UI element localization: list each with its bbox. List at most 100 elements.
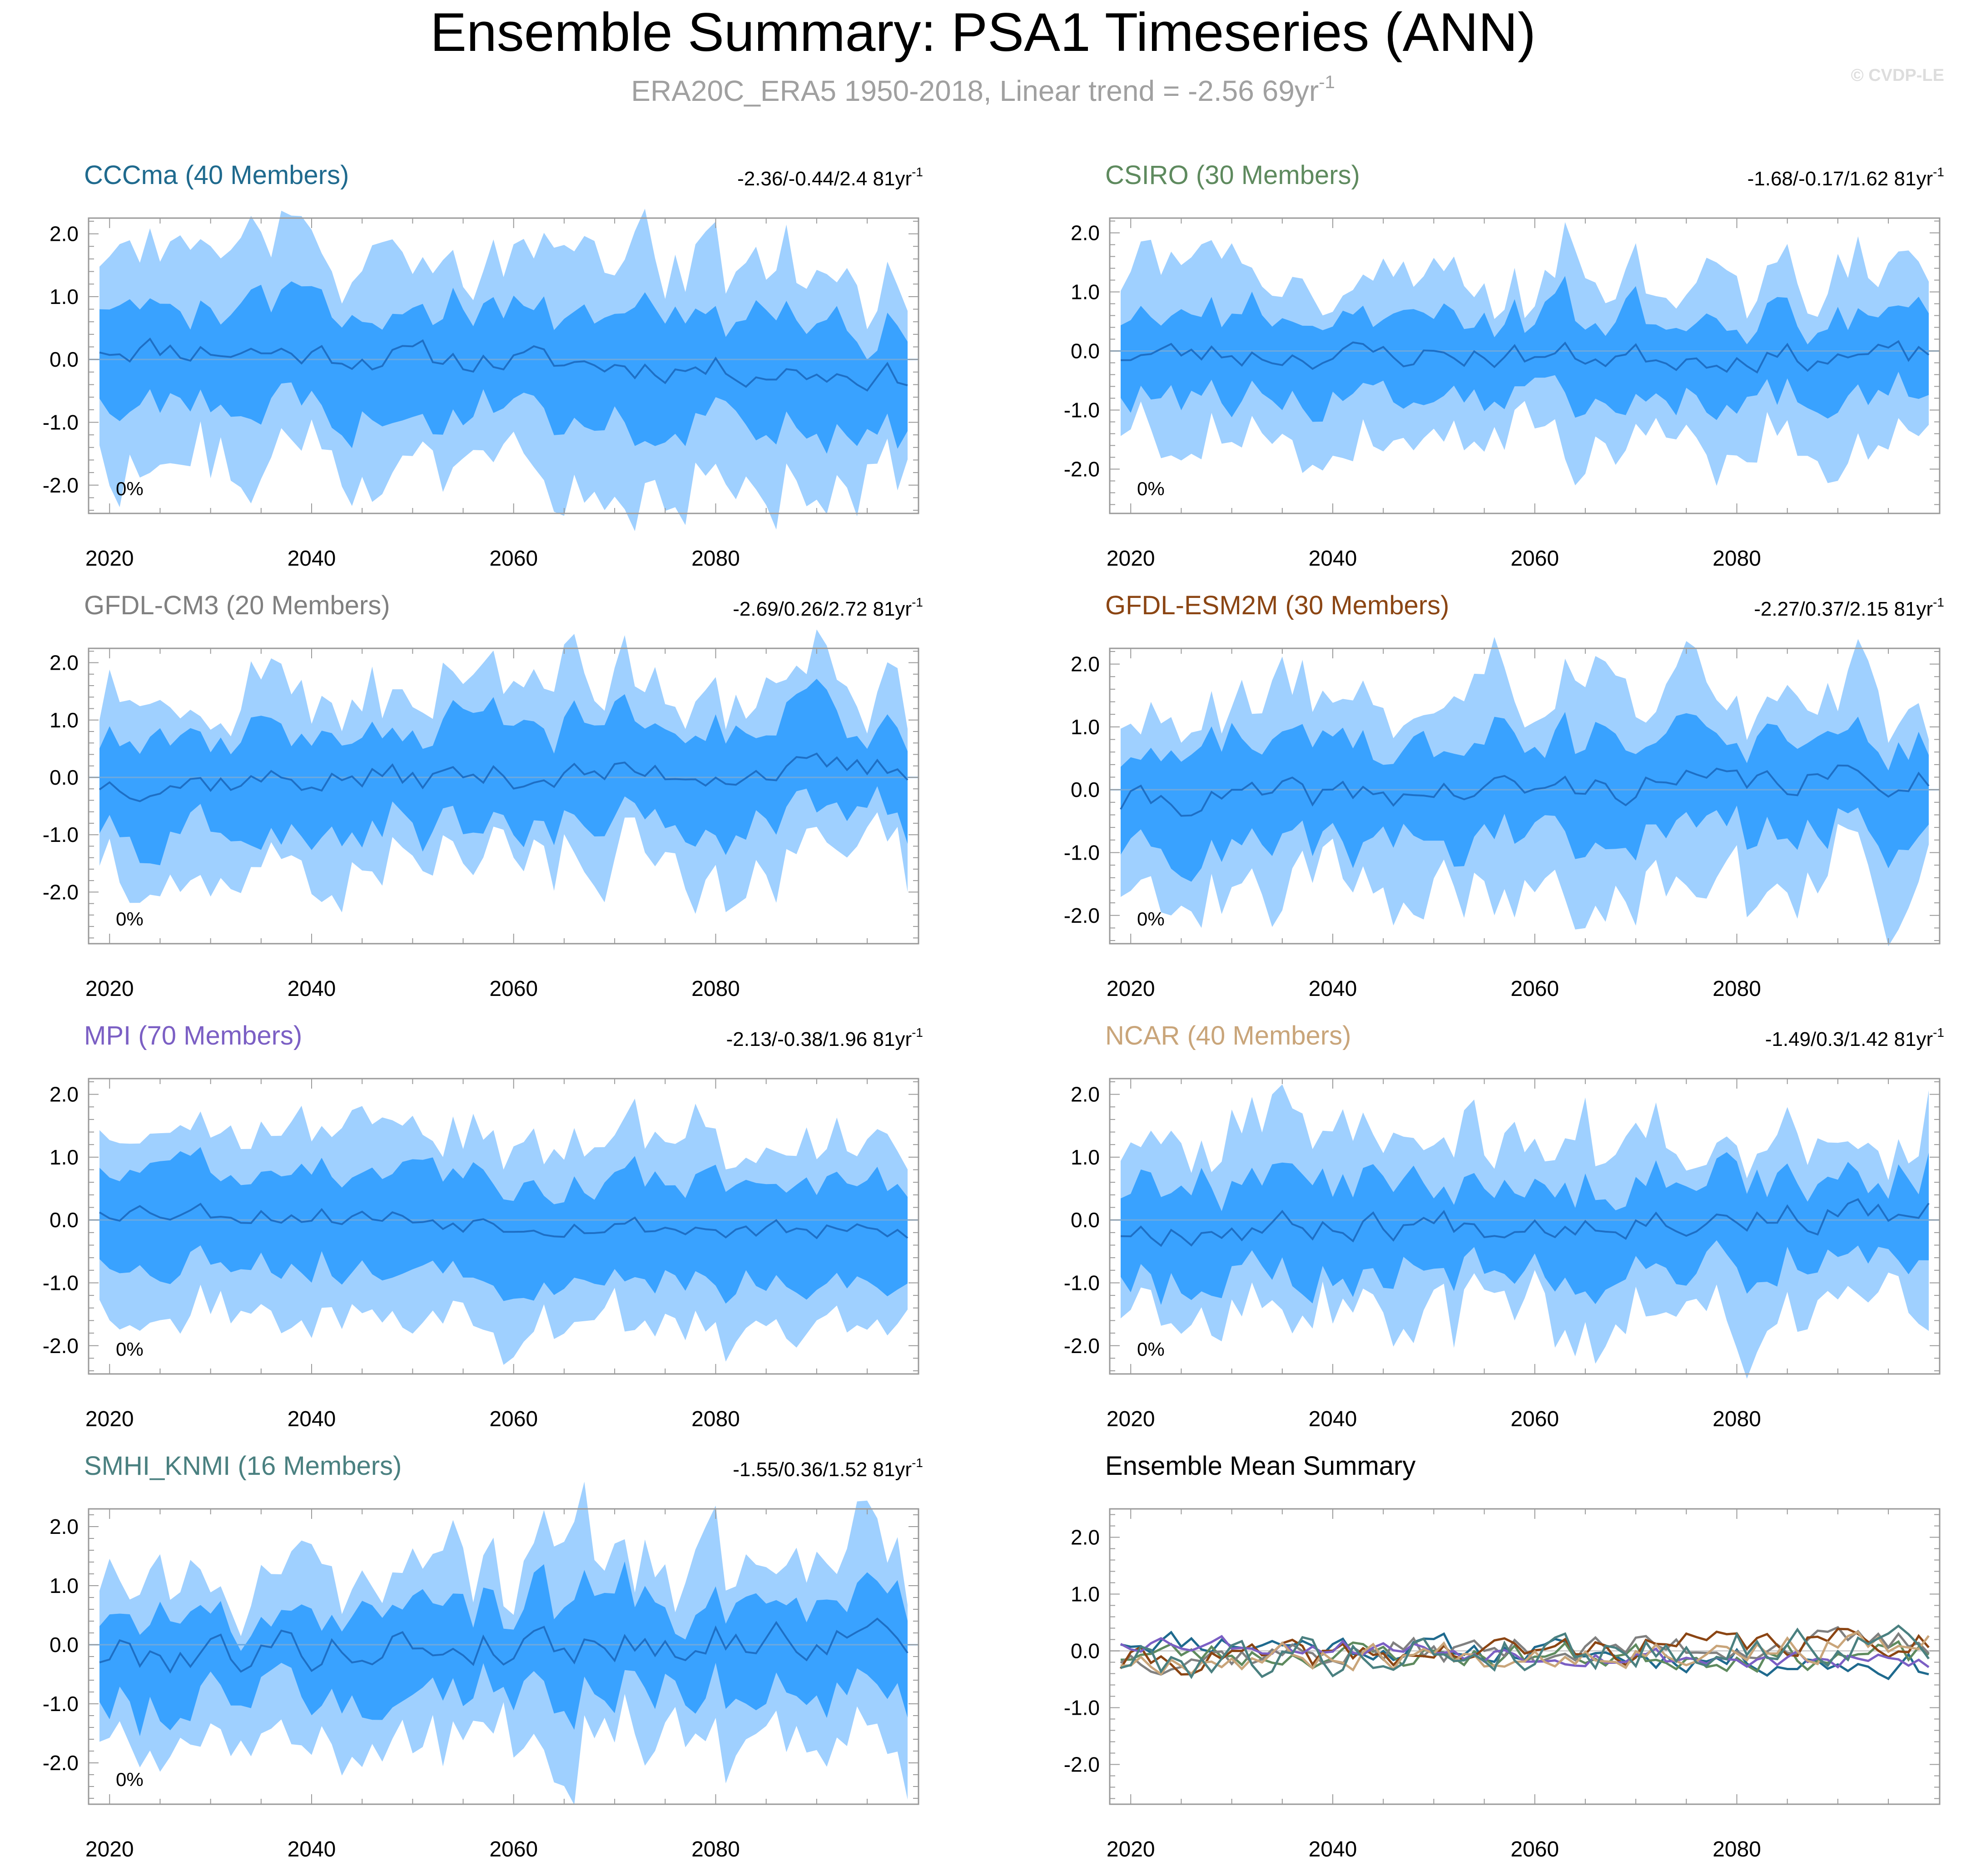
panel-trend-label: -2.36/-0.44/2.4 81yr-1: [737, 165, 923, 190]
x-tick-label: 2020: [85, 977, 134, 1001]
figure-title: Ensemble Summary: PSA1 Timeseries (ANN): [430, 2, 1536, 63]
x-tick-label: 2020: [1107, 547, 1155, 571]
chart-panel: CCCma (40 Members) -2.36/-0.44/2.4 81yr-1…: [43, 160, 923, 571]
panel-title: MPI (70 Members): [84, 1021, 302, 1050]
panel-title: GFDL-ESM2M (30 Members): [1105, 591, 1449, 620]
y-tick-label: -2.0: [1064, 458, 1100, 481]
inner-range-band: [99, 679, 908, 866]
x-tick-label: 2060: [489, 977, 538, 1001]
panel-title: NCAR (40 Members): [1105, 1021, 1351, 1050]
y-tick-label: 0.0: [1071, 1639, 1100, 1663]
copyright-label: © CVDP-LE: [1851, 66, 1944, 85]
percent-label: 0%: [116, 1339, 144, 1360]
x-tick-label: 2080: [1713, 547, 1761, 571]
y-tick-label: 1.0: [50, 285, 79, 309]
y-tick-label: 2.0: [1071, 652, 1100, 676]
inner-range-band: [1121, 712, 1929, 882]
y-tick-label: 1.0: [1071, 715, 1100, 739]
y-tick-label: -1.0: [43, 1692, 79, 1716]
inner-range-band: [1121, 1152, 1929, 1305]
chart-panel: GFDL-ESM2M (30 Members) -2.27/0.37/2.15 8…: [1064, 591, 1944, 1001]
y-tick-label: -2.0: [43, 1334, 79, 1358]
y-tick-label: -2.0: [43, 473, 79, 497]
plot-frame: [1109, 1508, 1941, 1805]
x-tick-label: 2080: [691, 1407, 740, 1431]
y-tick-label: 0.0: [50, 766, 79, 789]
percent-label: 0%: [116, 478, 144, 499]
y-tick-label: 2.0: [50, 651, 79, 675]
y-tick-label: 0.0: [1071, 339, 1100, 363]
ensemble-mean-line: [1120, 764, 1930, 817]
x-tick-label: 2040: [1309, 1837, 1357, 1861]
x-tick-label: 2020: [1107, 1407, 1155, 1431]
plot-frame: [1109, 1078, 1941, 1375]
panels-grid: CCCma (40 Members) -2.36/-0.44/2.4 81yr-1…: [43, 160, 1944, 1861]
x-tick-label: 2080: [1713, 1837, 1761, 1861]
y-tick-label: 2.0: [50, 1083, 79, 1106]
y-tick-label: -1.0: [43, 410, 79, 434]
panel-trend-label: -1.68/-0.17/1.62 81yr-1: [1748, 165, 1944, 190]
y-tick-label: -2.0: [1064, 1334, 1100, 1358]
ensemble-mean-line: [99, 752, 909, 802]
y-tick-label: -1.0: [1064, 841, 1100, 864]
x-tick-label: 2020: [85, 1837, 134, 1861]
plot-frame: [1109, 217, 1941, 514]
panel-title: SMHI_KNMI (16 Members): [84, 1451, 402, 1481]
x-tick-label: 2040: [288, 547, 336, 571]
panel-trend-label: -1.55/0.36/1.52 81yr-1: [733, 1456, 923, 1481]
percent-label: 0%: [116, 908, 144, 930]
inner-range-band: [99, 1561, 908, 1737]
y-tick-label: 2.0: [1071, 1083, 1100, 1106]
figure-subtitle: ERA20C_ERA5 1950-2018, Linear trend = -2…: [631, 72, 1335, 107]
chart-panel: MPI (70 Members) -2.13/-0.38/1.96 81yr-1 0…: [43, 1021, 923, 1431]
chart-panel: SMHI_KNMI (16 Members) -1.55/0.36/1.52 81…: [43, 1451, 923, 1861]
x-tick-label: 2080: [691, 977, 740, 1001]
chart-panel: CSIRO (30 Members) -1.68/-0.17/1.62 81yr-…: [1064, 160, 1944, 571]
y-tick-label: 2.0: [1071, 1526, 1100, 1549]
y-tick-label: 1.0: [50, 1574, 79, 1597]
y-tick-label: -1.0: [43, 1271, 79, 1294]
percent-label: 0%: [1137, 478, 1165, 499]
panel-title: CCCma (40 Members): [84, 160, 349, 190]
y-tick-label: 2.0: [1071, 221, 1100, 245]
y-tick-label: 2.0: [50, 222, 79, 246]
series-line-csiro: [1120, 1640, 1930, 1673]
panel-trend-label: -2.69/0.26/2.72 81yr-1: [733, 595, 923, 620]
plot-frame: [88, 1078, 919, 1375]
x-tick-label: 2060: [1510, 1407, 1559, 1431]
series-line-gfdl-esm2m: [1119, 1627, 1930, 1676]
panel-trend-label: -2.27/0.37/2.15 81yr-1: [1754, 595, 1944, 620]
y-tick-label: 2.0: [50, 1515, 79, 1538]
x-tick-label: 2040: [1309, 1407, 1357, 1431]
y-tick-label: 1.0: [1071, 1145, 1100, 1169]
y-tick-label: -2.0: [1064, 1753, 1100, 1776]
x-tick-label: 2040: [1309, 547, 1357, 571]
y-tick-label: -2.0: [1064, 904, 1100, 927]
ensemble-mean-line: [99, 337, 908, 392]
ensemble-mean-line: [1120, 1198, 1930, 1247]
y-tick-label: -1.0: [43, 823, 79, 846]
x-tick-label: 2060: [1510, 977, 1559, 1001]
x-tick-label: 2040: [288, 1837, 336, 1861]
panel-title: CSIRO (30 Members): [1105, 160, 1360, 190]
x-tick-label: 2080: [1713, 977, 1761, 1001]
y-tick-label: 1.0: [1071, 1582, 1100, 1606]
x-tick-label: 2020: [1107, 977, 1155, 1001]
y-tick-label: 0.0: [50, 348, 79, 371]
x-tick-label: 2060: [489, 1837, 538, 1861]
x-tick-label: 2020: [1107, 1837, 1155, 1861]
x-tick-label: 2040: [288, 977, 336, 1001]
y-tick-label: 1.0: [50, 708, 79, 732]
inner-range-band: [99, 1147, 908, 1304]
panel-title: Ensemble Mean Summary: [1105, 1451, 1415, 1481]
ensemble-mean-line: [99, 1617, 909, 1674]
y-tick-label: -2.0: [43, 1751, 79, 1775]
y-tick-label: -2.0: [43, 880, 79, 904]
percent-label: 0%: [1137, 908, 1165, 930]
x-tick-label: 2080: [691, 1837, 740, 1861]
x-tick-label: 2020: [85, 1407, 134, 1431]
x-tick-label: 2020: [85, 547, 134, 571]
y-tick-label: 0.0: [1071, 1208, 1100, 1232]
ensemble-mean-line: [99, 1203, 909, 1239]
